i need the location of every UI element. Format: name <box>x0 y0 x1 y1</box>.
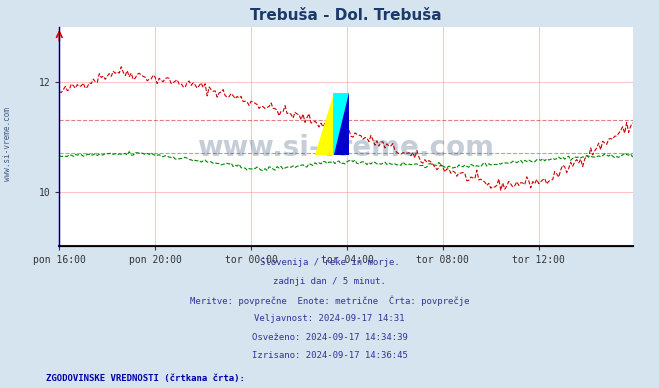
Text: ZGODOVINSKE VREDNOSTI (črtkana črta):: ZGODOVINSKE VREDNOSTI (črtkana črta): <box>46 374 245 383</box>
Polygon shape <box>315 93 334 155</box>
Text: www.si-vreme.com: www.si-vreme.com <box>198 134 494 162</box>
Text: Izrisano: 2024-09-17 14:36:45: Izrisano: 2024-09-17 14:36:45 <box>252 351 407 360</box>
Text: Meritve: povprečne  Enote: metrične  Črta: povprečje: Meritve: povprečne Enote: metrične Črta:… <box>190 295 469 306</box>
Text: Veljavnost: 2024-09-17 14:31: Veljavnost: 2024-09-17 14:31 <box>254 314 405 323</box>
Text: www.si-vreme.com: www.si-vreme.com <box>3 107 13 180</box>
Text: Osveženo: 2024-09-17 14:34:39: Osveženo: 2024-09-17 14:34:39 <box>252 333 407 341</box>
Polygon shape <box>334 93 349 155</box>
Title: Trebuša - Dol. Trebuša: Trebuša - Dol. Trebuša <box>250 8 442 23</box>
Text: zadnji dan / 5 minut.: zadnji dan / 5 minut. <box>273 277 386 286</box>
Text: Slovenija / reke in morje.: Slovenija / reke in morje. <box>260 258 399 267</box>
Polygon shape <box>334 93 349 155</box>
